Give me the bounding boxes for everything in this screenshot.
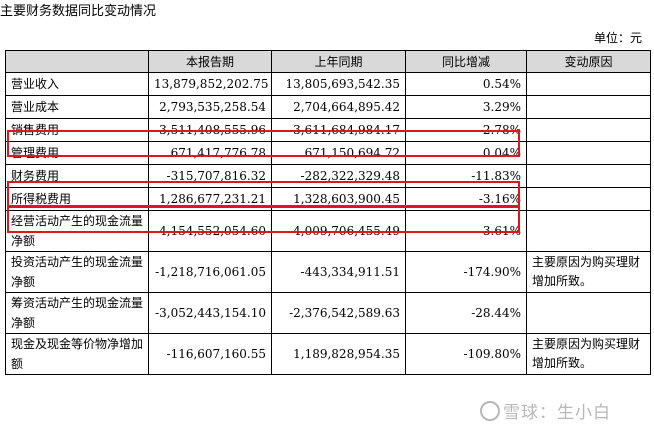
current-value: 671,417,776.78	[148, 141, 272, 165]
change-value: 0.04%	[405, 141, 527, 165]
table-row: 筹资活动产生的现金流量净额 -3,052,443,154.10 -2,376,5…	[5, 292, 651, 334]
current-value: -315,707,816.32	[148, 164, 272, 188]
prior-value: 13,805,693,542.35	[271, 72, 406, 96]
reason-cell	[526, 187, 651, 211]
row-label: 现金及现金等价物净增加额	[5, 333, 149, 375]
current-value: 1,286,677,231.21	[148, 187, 272, 211]
header-cell-reason: 变动原因	[526, 50, 651, 73]
header-cell-prior: 上年同期	[271, 50, 406, 73]
prior-value: 3,611,684,984.17	[271, 118, 406, 142]
watermark: 雪球：生小白	[480, 398, 611, 423]
change-value: -109.80%	[405, 333, 527, 375]
prior-value: -443,334,911.51	[271, 251, 406, 293]
table-row: 所得税费用 1,286,677,231.21 1,328,603,900.45 …	[5, 187, 651, 211]
prior-value: 1,189,828,954.35	[271, 333, 406, 375]
row-label: 财务费用	[5, 164, 149, 188]
unit-label: 单位：元	[593, 31, 642, 45]
row-label: 所得税费用	[5, 187, 149, 211]
header-cell-change: 同比增减	[405, 50, 527, 73]
prior-value: -282,322,329.48	[271, 164, 406, 188]
table-row: 投资活动产生的现金流量净额 -1,218,716,061.05 -443,334…	[5, 251, 651, 293]
row-label: 管理费用	[5, 141, 149, 165]
section-title: 主要财务数据同比变动情况	[0, 4, 157, 19]
table-row: 管理费用 671,417,776.78 671,150,694.72 0.04%	[5, 141, 651, 165]
table-row: 营业收入 13,879,852,202.75 13,805,693,542.35…	[5, 72, 651, 96]
prior-value: 4,009,706,455.49	[271, 210, 406, 252]
table-row: 经营活动产生的现金流量净额 4,154,552,054.60 4,009,706…	[5, 210, 651, 252]
prior-value: 2,704,664,895.42	[271, 95, 406, 119]
table-header-row: 本报告期 上年同期 同比增减 变动原因	[5, 50, 651, 73]
reason-cell	[526, 95, 651, 119]
change-value: -174.90%	[405, 251, 527, 293]
row-label: 投资活动产生的现金流量净额	[5, 251, 149, 293]
current-value: -1,218,716,061.05	[148, 251, 272, 293]
reason-cell: 主要原因为购买理财增加所致。	[526, 333, 651, 375]
current-value: 3,511,408,555.96	[148, 118, 272, 142]
table-row: 财务费用 -315,707,816.32 -282,322,329.48 -11…	[5, 164, 651, 188]
current-value: 13,879,852,202.75	[148, 72, 272, 96]
current-value: 2,793,535,258.54	[148, 95, 272, 119]
current-value: -3,052,443,154.10	[148, 292, 272, 334]
change-value: -28.44%	[405, 292, 527, 334]
prior-value: -2,376,542,589.63	[271, 292, 406, 334]
snowball-icon	[480, 401, 500, 421]
row-label: 营业成本	[5, 95, 149, 119]
reason-cell	[526, 292, 651, 334]
change-value: -3.16%	[405, 187, 527, 211]
change-value: 3.61%	[405, 210, 527, 252]
row-label: 经营活动产生的现金流量净额	[5, 210, 149, 252]
prior-value: 671,150,694.72	[271, 141, 406, 165]
change-value: 0.54%	[405, 72, 527, 96]
prior-value: 1,328,603,900.45	[271, 187, 406, 211]
reason-cell	[526, 210, 651, 252]
change-value: 3.29%	[405, 95, 527, 119]
table-row: 现金及现金等价物净增加额 -116,607,160.55 1,189,828,9…	[5, 333, 651, 375]
table-row: 销售费用 3,511,408,555.96 3,611,684,984.17 -…	[5, 118, 651, 142]
header-cell-label	[5, 50, 149, 73]
row-label: 销售费用	[5, 118, 149, 142]
financial-data-table: 本报告期 上年同期 同比增减 变动原因 营业收入 13,879,852,202.…	[5, 50, 651, 375]
reason-cell	[526, 118, 651, 142]
reason-cell: 主要原因为购买理财增加所致。	[526, 251, 651, 293]
reason-cell	[526, 141, 651, 165]
header-cell-current: 本报告期	[148, 50, 272, 73]
reason-cell	[526, 72, 651, 96]
row-label: 筹资活动产生的现金流量净额	[5, 292, 149, 334]
reason-cell	[526, 164, 651, 188]
change-value: -11.83%	[405, 164, 527, 188]
watermark-text: 雪球：生小白	[503, 403, 611, 423]
table-row: 营业成本 2,793,535,258.54 2,704,664,895.42 3…	[5, 95, 651, 119]
change-value: -2.78%	[405, 118, 527, 142]
current-value: 4,154,552,054.60	[148, 210, 272, 252]
current-value: -116,607,160.55	[148, 333, 272, 375]
row-label: 营业收入	[5, 72, 149, 96]
